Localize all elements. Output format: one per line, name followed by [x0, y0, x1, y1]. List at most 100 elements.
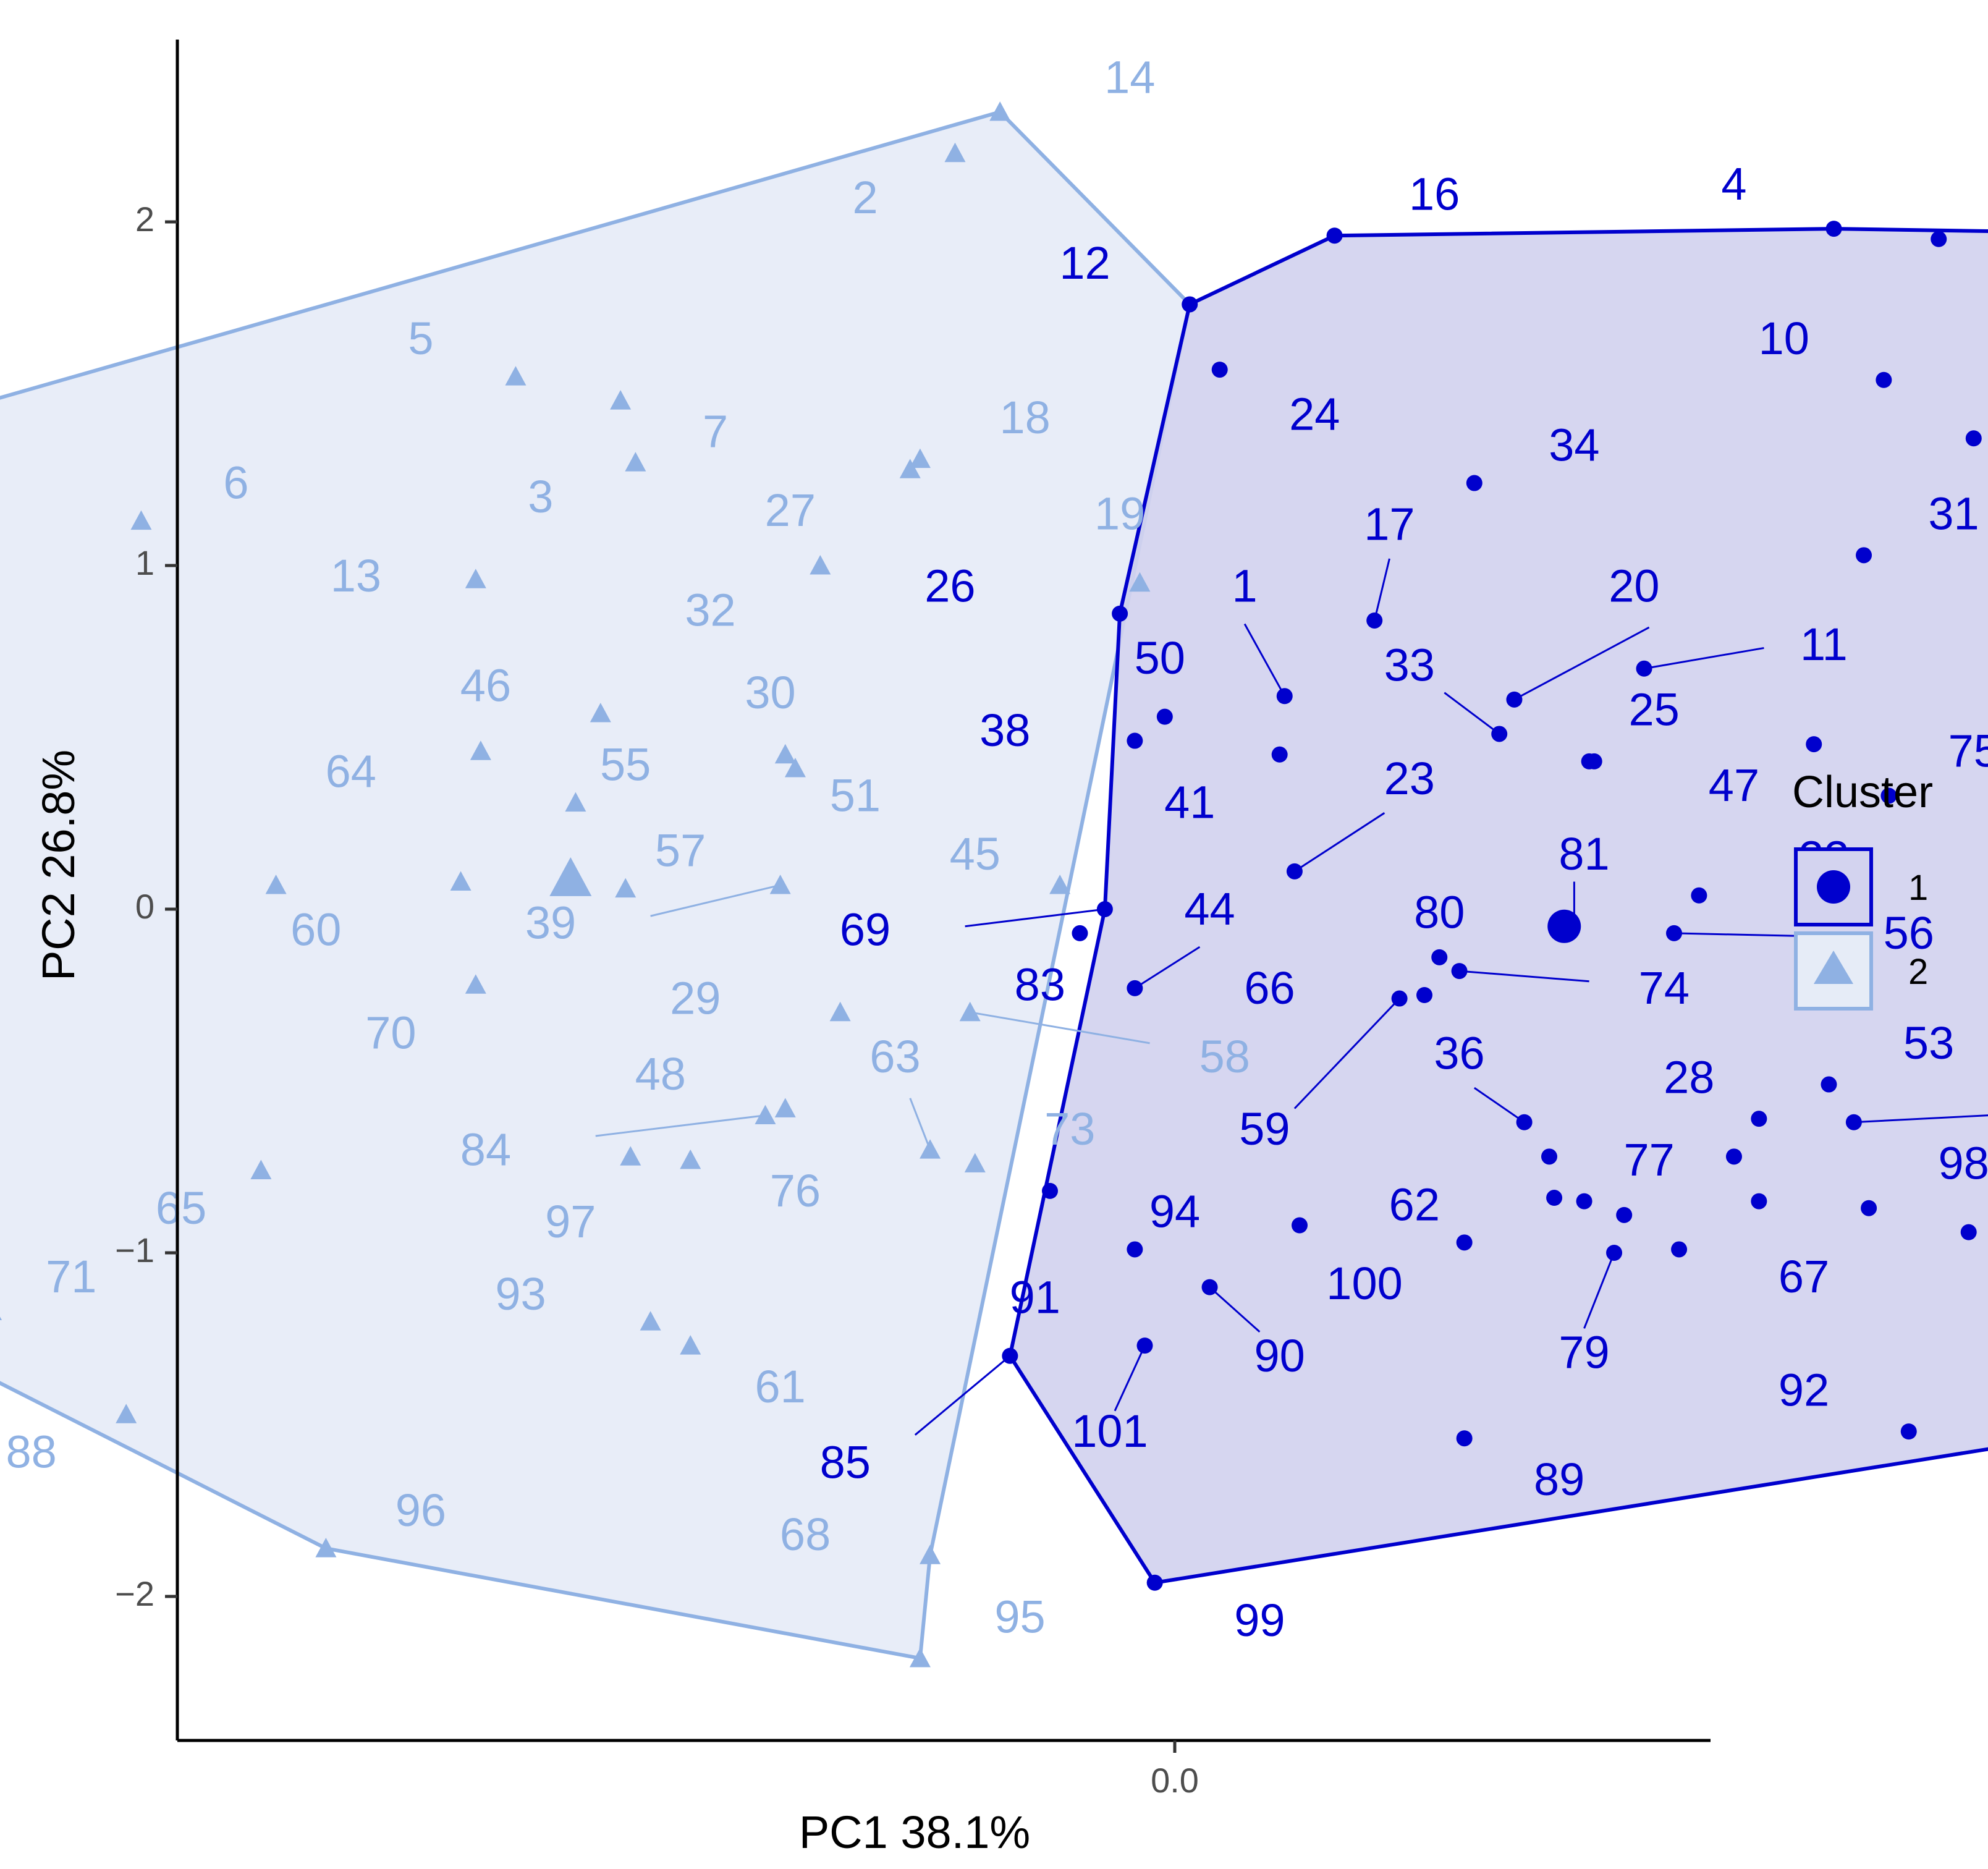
cluster-1-point-100 — [1127, 1241, 1143, 1258]
y-tick-label-3: 1 — [135, 543, 154, 582]
y-axis-ticks: −2 −1 0 1 2 — [115, 200, 177, 1613]
cluster-1-label-28: 28 — [1664, 1052, 1714, 1103]
cluster-1-point-85 — [1002, 1347, 1018, 1364]
y-tick-label-2: 0 — [135, 887, 154, 926]
legend-label-1: 1 — [1908, 868, 1928, 908]
legend-title: Cluster — [1792, 768, 1933, 817]
cluster-2-point-6 — [130, 510, 152, 530]
cluster-1-label-79: 79 — [1559, 1326, 1609, 1378]
cluster-2-label-64: 64 — [326, 746, 376, 797]
cluster-1-point-24 — [1211, 362, 1228, 378]
cluster-1-label-100: 100 — [1326, 1258, 1402, 1309]
cluster-2-label-60: 60 — [290, 904, 341, 955]
leader-line-0 — [1243, 623, 1286, 697]
cluster-1-point-4 — [1825, 221, 1842, 237]
leader-line-4 — [1444, 692, 1500, 735]
cluster-2-label-3: 3 — [528, 471, 553, 522]
cluster-1-label-62: 62 — [1389, 1179, 1440, 1230]
cluster-1-label-85: 85 — [820, 1436, 871, 1488]
cluster-1-point-15 — [1931, 231, 1947, 247]
cluster-1-label-11: 11 — [1800, 619, 1848, 670]
cluster-1-label-41: 41 — [1164, 777, 1215, 828]
cluster-1-point-59 — [1391, 990, 1408, 1007]
cluster-2-label-93: 93 — [495, 1268, 546, 1320]
cluster-1-hull — [1008, 227, 1988, 1585]
cluster-hulls — [0, 110, 1988, 1661]
cluster-1-point-44 — [1127, 980, 1143, 996]
cluster-2-label-84: 84 — [460, 1124, 511, 1175]
y-axis-title: PC2 26.8% — [33, 750, 84, 981]
cluster-1-point-77 — [1725, 1148, 1742, 1165]
cluster-2-point-29 — [829, 1001, 851, 1022]
cluster-1-point-36 — [1516, 1114, 1533, 1130]
cluster-1-point-80 — [1431, 949, 1448, 965]
cluster-1-label-26: 26 — [924, 560, 975, 611]
cluster-2-point-97 — [620, 1146, 641, 1166]
cluster-1-point-17 — [1366, 612, 1383, 629]
leader-line-2 — [1373, 558, 1390, 621]
cluster-2-point-45 — [1049, 875, 1071, 894]
cluster-2-label-57: 57 — [655, 825, 706, 876]
cluster-1-point-103 — [1960, 1224, 1977, 1240]
leader-line-3 — [1644, 646, 1764, 670]
y-tick-label-4: 2 — [135, 200, 154, 239]
leader-line-20 — [595, 1114, 766, 1137]
y-tick-label-1: −1 — [115, 1231, 154, 1269]
leader-line-19 — [650, 884, 781, 917]
label-leader-lines — [595, 558, 1988, 1436]
cluster-1-label-75: 75 — [1948, 725, 1988, 776]
cluster-1-point-75 — [1880, 787, 1897, 804]
leader-line-15 — [914, 1355, 1011, 1436]
leader-line-12 — [1583, 1252, 1615, 1329]
cluster-2-label-61: 61 — [755, 1361, 806, 1412]
data-points — [0, 101, 1982, 1668]
cluster-2-point-93 — [640, 1311, 661, 1331]
cluster-2-point-30 — [774, 744, 796, 764]
point-labels: 1489101112151617202223242526283133343536… — [6, 52, 1988, 1646]
cluster-1-point-10 — [1876, 371, 1892, 388]
legend-key-2: 2 — [1794, 931, 1928, 1011]
cluster-1-label-17: 17 — [1364, 498, 1415, 549]
cluster-2-label-29: 29 — [670, 973, 721, 1024]
cluster-1-label-101: 101 — [1072, 1405, 1148, 1457]
cluster-2-point-7 — [610, 390, 632, 410]
cluster-1-label-92: 92 — [1779, 1365, 1829, 1416]
cluster-2-label-30: 30 — [745, 667, 795, 718]
cluster-2-point-18 — [909, 448, 931, 468]
cluster-1-label-20: 20 — [1609, 560, 1659, 611]
cluster-2-label-51: 51 — [830, 770, 881, 821]
cluster-2-label-5: 5 — [408, 313, 433, 364]
cluster-2-point-14 — [989, 101, 1011, 121]
cluster-1-point-81 — [1586, 753, 1602, 769]
cluster-1-point-c1a — [1541, 1148, 1557, 1165]
cluster-1-point-31 — [1856, 547, 1872, 564]
cluster-1-point-c1b — [1576, 1193, 1593, 1210]
cluster-2-label-48: 48 — [635, 1048, 686, 1100]
cluster-2-label-18: 18 — [999, 392, 1050, 443]
cluster-1-label-94: 94 — [1149, 1185, 1200, 1237]
cluster-2-label-6: 6 — [223, 457, 248, 509]
cluster-1-point-25 — [1491, 726, 1508, 742]
cluster-2-label-65: 65 — [156, 1182, 206, 1234]
cluster-1-label-25: 25 — [1629, 684, 1680, 735]
cluster-2-label-97: 97 — [545, 1196, 596, 1247]
cluster-1-label-74: 74 — [1639, 962, 1690, 1014]
cluster-1-point-79 — [1606, 1245, 1623, 1261]
cluster-1-label-1: 1 — [1232, 560, 1258, 611]
cluster-1-point-20 — [1506, 691, 1523, 708]
cluster-1-point-50 — [1127, 732, 1143, 749]
cluster-2-label-7: 7 — [703, 405, 728, 457]
cluster-2-label-39: 39 — [525, 897, 576, 948]
leader-line-11 — [1853, 1114, 1988, 1124]
cluster-1-point-90 — [1201, 1279, 1218, 1295]
cluster-1-point-43 — [1845, 1114, 1862, 1130]
cluster-1-point-94 — [1292, 1217, 1308, 1234]
leader-line-14 — [1114, 1345, 1146, 1412]
cluster-2-point-61 — [680, 1335, 701, 1355]
cluster-1-point-98 — [1861, 1200, 1877, 1216]
x-axis-ticks: −2.50.02.5 — [1151, 1740, 1199, 1800]
cluster-2-point-73 — [964, 1153, 986, 1172]
cluster-1-label-53: 53 — [1903, 1017, 1954, 1069]
legend: Cluster 1 2 — [1792, 768, 1933, 1011]
cluster-2-point-60 — [265, 875, 287, 894]
